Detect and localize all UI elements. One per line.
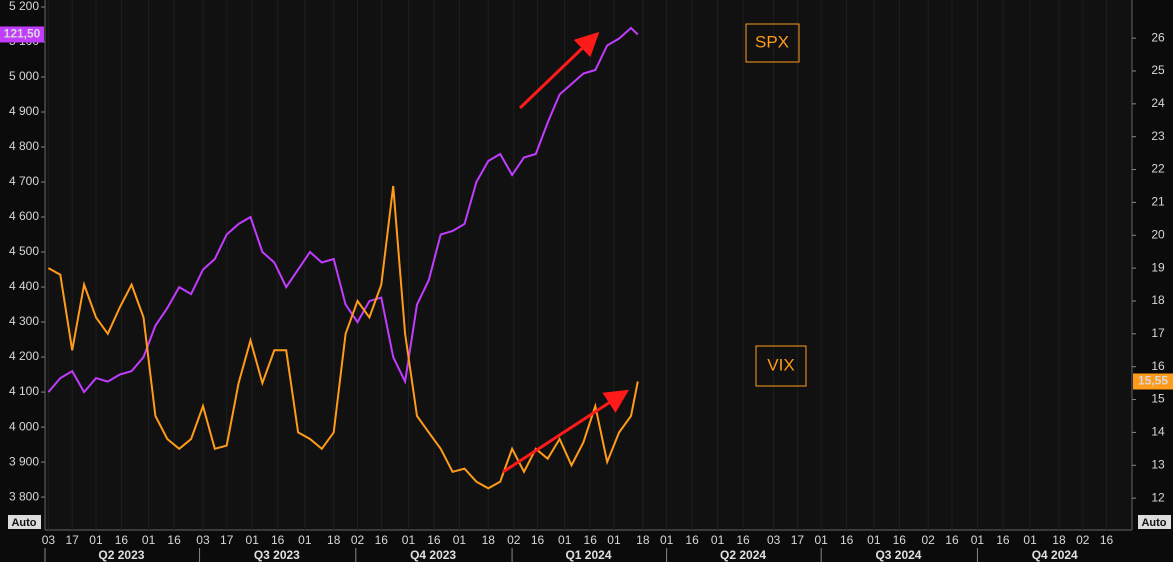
x-tick-label: 01 — [246, 533, 260, 547]
x-tick-label: 16 — [996, 533, 1010, 547]
x-tick-label: 01 — [660, 533, 674, 547]
y2-tick-label: 21 — [1151, 195, 1165, 209]
annotation: VIX — [767, 355, 794, 374]
x-tick-label: 16 — [167, 533, 181, 547]
y2-tick-label: 13 — [1151, 457, 1165, 471]
arrow — [518, 31, 600, 110]
x-tick-label: 16 — [945, 533, 959, 547]
x-tick-label: 01 — [607, 533, 621, 547]
x-tick-label: 03 — [767, 533, 781, 547]
x-group-label: Q1 2024 — [565, 548, 611, 562]
y-tick-label: 4 100 — [9, 384, 39, 398]
x-tick-label: 17 — [791, 533, 805, 547]
y-tick-label: 5 000 — [9, 69, 39, 83]
x-tick-label: 16 — [685, 533, 699, 547]
x-group-label: Q4 2023 — [410, 548, 456, 562]
x-group-label: Q2 2023 — [98, 548, 144, 562]
y-tick-label: 3 800 — [9, 489, 39, 503]
y-tick-label: 4 400 — [9, 279, 39, 293]
x-tick-label: 18 — [636, 533, 650, 547]
y-tick-label: 3 900 — [9, 454, 39, 468]
plot-area — [45, 0, 1132, 530]
x-group-label: Q4 2024 — [1032, 548, 1078, 562]
y-tick-label: 4 800 — [9, 139, 39, 153]
x-tick-label: 17 — [65, 533, 79, 547]
x-group-label: Q3 2024 — [875, 548, 921, 562]
x-tick-label: 01 — [558, 533, 572, 547]
x-tick-label: 01 — [815, 533, 829, 547]
y2-tick-label: 24 — [1151, 96, 1165, 110]
y2-tick-label: 22 — [1151, 162, 1165, 176]
x-tick-label: 16 — [1100, 533, 1114, 547]
x-tick-label: 16 — [840, 533, 854, 547]
x-tick-label: 01 — [1023, 533, 1037, 547]
y2-tick-label: 26 — [1151, 30, 1165, 44]
x-tick-label: 02 — [507, 533, 521, 547]
x-tick-label: 16 — [271, 533, 285, 547]
x-tick-label: 01 — [142, 533, 156, 547]
annotation: SPX — [755, 32, 789, 51]
x-tick-label: 18 — [1052, 533, 1066, 547]
y-tick-label: 4 500 — [9, 244, 39, 258]
y-tick-label: 4 900 — [9, 104, 39, 118]
last-value-label: 121,50 — [4, 27, 41, 41]
series-line — [47, 185, 639, 490]
y2-tick-label: 16 — [1151, 359, 1165, 373]
y2-tick-label: 20 — [1151, 227, 1165, 241]
x-tick-label: 01 — [453, 533, 467, 547]
y-tick-label: 4 200 — [9, 349, 39, 363]
y2-tick-label: 19 — [1151, 260, 1165, 274]
x-tick-label: 16 — [584, 533, 598, 547]
button-label[interactable]: Auto — [1141, 517, 1166, 529]
last-value-tag — [1133, 373, 1173, 390]
x-tick-label: 01 — [89, 533, 103, 547]
arrow — [502, 389, 630, 474]
y-tick-label: 4 700 — [9, 174, 39, 188]
button-label[interactable]: Auto — [11, 517, 36, 529]
x-tick-label: 16 — [893, 533, 907, 547]
x-tick-label: 16 — [427, 533, 441, 547]
annotation-box — [755, 345, 807, 387]
y2-tick-label: 23 — [1151, 129, 1165, 143]
y2-tick-label: 15 — [1151, 392, 1165, 406]
x-tick-label: 01 — [298, 533, 312, 547]
annotation-box — [745, 23, 800, 63]
y2-tick-label: 25 — [1151, 63, 1165, 77]
x-tick-label: 01 — [867, 533, 881, 547]
y2-tick-label: 12 — [1151, 490, 1165, 504]
button[interactable] — [1138, 515, 1171, 529]
x-tick-label: 02 — [1076, 533, 1090, 547]
x-tick-label: 16 — [375, 533, 389, 547]
x-tick-label: 17 — [220, 533, 234, 547]
x-tick-label: 02 — [351, 533, 365, 547]
x-tick-label: 02 — [922, 533, 936, 547]
x-tick-label: 18 — [482, 533, 496, 547]
x-tick-label: 03 — [196, 533, 210, 547]
y-tick-label: 4 300 — [9, 314, 39, 328]
y-tick-label: 4 600 — [9, 209, 39, 223]
x-group-label: Q3 2023 — [254, 548, 300, 562]
x-group-label: Q2 2024 — [720, 548, 766, 562]
button[interactable] — [8, 515, 41, 529]
y2-tick-label: 14 — [1151, 425, 1165, 439]
last-value-label: 15,55 — [1138, 374, 1168, 388]
x-tick-label: 16 — [115, 533, 129, 547]
x-tick-label: 16 — [736, 533, 750, 547]
x-tick-label: 01 — [971, 533, 985, 547]
last-value-tag — [0, 26, 44, 43]
y-tick-label: 4 000 — [9, 419, 39, 433]
x-tick-label: 03 — [42, 533, 56, 547]
x-tick-label: 01 — [402, 533, 416, 547]
y-tick-label: 5 200 — [9, 0, 39, 13]
y2-tick-label: 18 — [1151, 293, 1165, 307]
x-tick-label: 01 — [711, 533, 725, 547]
x-tick-label: 18 — [327, 533, 341, 547]
x-tick-label: 16 — [531, 533, 545, 547]
y2-tick-label: 17 — [1151, 326, 1165, 340]
